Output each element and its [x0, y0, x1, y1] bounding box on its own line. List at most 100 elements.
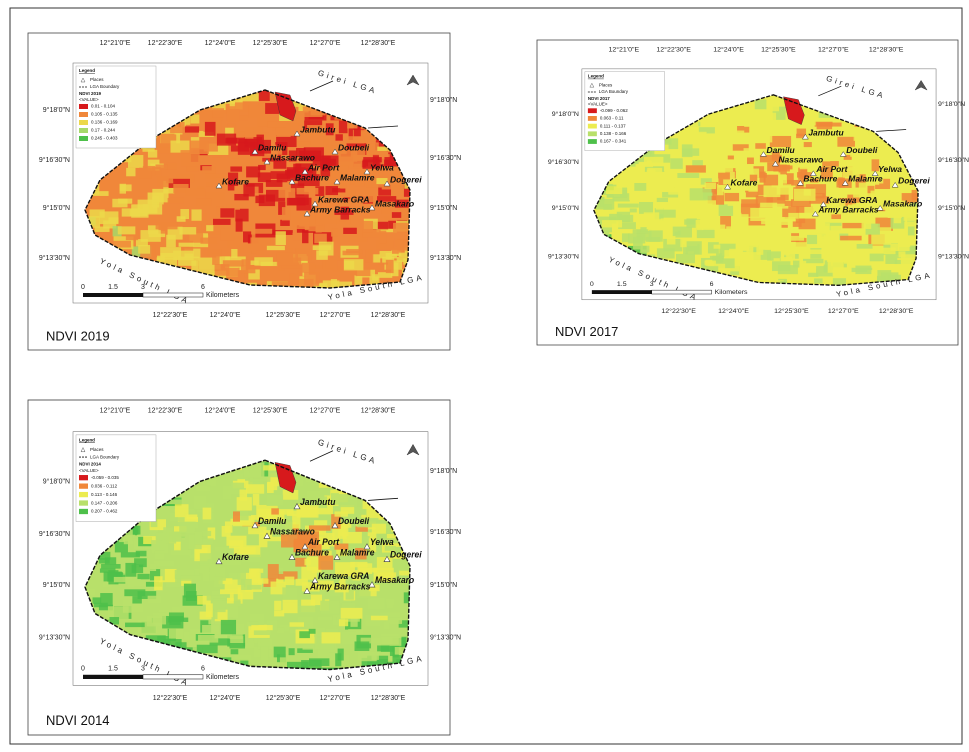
- ndvi-patch: [647, 170, 656, 178]
- ndvi-patch: [386, 602, 393, 609]
- ndvi-patch: [785, 201, 793, 206]
- place-label: Yelwa: [370, 537, 394, 547]
- ndvi-patch: [760, 131, 772, 143]
- ndvi-patch: [820, 123, 842, 127]
- ndvi-patch: [673, 227, 692, 238]
- ndvi-patch: [818, 236, 836, 243]
- x-coordinate-label: 12°21'0"E: [100, 405, 131, 414]
- ndvi-patch: [636, 168, 644, 176]
- y-coordinate-label: 9°15'0"N: [43, 580, 70, 589]
- ndvi-patch: [379, 231, 386, 244]
- ndvi-patch: [734, 213, 741, 220]
- legend-class-label: 0.063 - 0.11: [600, 116, 624, 121]
- ndvi-patch: [156, 222, 178, 229]
- ndvi-patch: [890, 244, 909, 251]
- place-label: Nassarawo: [778, 155, 823, 165]
- ndvi-patch: [255, 196, 264, 203]
- y-coordinate-label: 9°15'0"N: [43, 204, 70, 212]
- ndvi-patch: [786, 173, 794, 184]
- place-label: Yelwa: [878, 164, 902, 174]
- ndvi-patch: [295, 558, 306, 567]
- x-coordinate-label: 12°21'0"E: [100, 39, 131, 47]
- ndvi-patch: [831, 214, 841, 219]
- ndvi-patch: [217, 134, 236, 146]
- legend-swatch: [588, 116, 597, 121]
- legend-swatch: [79, 492, 88, 497]
- x-coordinate-label: 12°22'30"E: [153, 311, 188, 319]
- ndvi-patch: [692, 160, 703, 165]
- legend-class-label: 0.01 - 0.104: [91, 104, 116, 109]
- ndvi-patch: [705, 182, 716, 189]
- map-panel: 12°21'0"E12°22'30"E12°24'0"E12°25'30"E12…: [28, 400, 461, 735]
- ndvi-patch: [196, 485, 210, 491]
- x-coordinate-label: 12°22'30"E: [148, 405, 183, 414]
- place-label: Karewa GRA: [318, 194, 370, 204]
- ndvi-patch: [185, 188, 205, 196]
- ndvi-patch: [154, 576, 163, 590]
- legend-class-label: 0.147 - 0.206: [91, 500, 118, 505]
- ndvi-patch: [206, 182, 214, 186]
- ndvi-patch: [807, 235, 817, 244]
- place-label: Kofare: [222, 176, 249, 186]
- ndvi-patch: [842, 223, 863, 228]
- ndvi-patch: [212, 108, 224, 118]
- ndvi-patch: [340, 183, 347, 189]
- x-coordinate-label: 12°24'0"E: [205, 39, 236, 47]
- ndvi-patch: [756, 243, 763, 255]
- panel-caption: NDVI 2014: [46, 713, 110, 728]
- place-label: Karewa GRA: [826, 195, 877, 205]
- ndvi-patch: [246, 484, 264, 493]
- ndvi-patch: [101, 564, 121, 569]
- ndvi-patch: [184, 584, 196, 598]
- x-coordinate-label: 12°27'0"E: [818, 46, 849, 54]
- ndvi-patch: [243, 231, 251, 242]
- ndvi-patch: [686, 241, 702, 254]
- ndvi-patch: [731, 131, 745, 144]
- place-label: Jambutu: [300, 124, 336, 134]
- ndvi-patch: [163, 532, 182, 542]
- ndvi-patch: [322, 632, 341, 643]
- y-coordinate-label: 9°18'0"N: [430, 466, 457, 475]
- x-coordinate-label: 12°27'0"E: [310, 405, 341, 414]
- ndvi-patch: [168, 198, 185, 203]
- scale-label: 3: [141, 284, 145, 291]
- ndvi-patch: [879, 152, 896, 159]
- ndvi-patch: [793, 221, 802, 226]
- ndvi-patch: [377, 645, 389, 651]
- x-coordinate-label: 12°28'30"E: [879, 307, 914, 315]
- ndvi-patch: [138, 245, 150, 254]
- ndvi-patch: [320, 601, 339, 614]
- ndvi-patch: [859, 183, 867, 190]
- ndvi-patch: [372, 524, 386, 534]
- place-label: Air Port: [815, 164, 848, 174]
- ndvi-patch: [197, 645, 218, 653]
- y-coordinate-label: 9°13'30"N: [430, 633, 461, 642]
- ndvi-patch: [274, 647, 286, 658]
- y-coordinate-label: 9°16'30"N: [39, 529, 70, 538]
- ndvi-patch: [767, 225, 781, 235]
- x-coordinate-label: 12°25'30"E: [774, 307, 809, 315]
- legend-class-label: 0.105 - 0.135: [91, 112, 118, 117]
- ndvi-patch: [177, 216, 186, 222]
- ndvi-patch: [191, 209, 201, 220]
- scale-label: 3: [141, 663, 145, 672]
- ndvi-patch: [313, 245, 332, 250]
- x-coordinate-label: 12°24'0"E: [713, 46, 744, 54]
- x-coordinate-label: 12°22'30"E: [153, 693, 188, 702]
- y-coordinate-label: 9°16'30"N: [39, 156, 70, 164]
- ndvi-patch: [277, 628, 284, 634]
- x-coordinate-label: 12°28'30"E: [361, 405, 396, 414]
- panel-caption: NDVI 2019: [46, 328, 110, 343]
- ndvi-patch: [706, 200, 716, 213]
- ndvi-patch: [302, 263, 316, 273]
- ndvi-patch: [127, 579, 140, 587]
- y-coordinate-label: 9°15'0"N: [938, 204, 965, 212]
- ndvi-patch: [314, 520, 327, 525]
- ndvi-patch: [606, 186, 622, 194]
- ndvi-patch: [125, 623, 145, 628]
- y-coordinate-label: 9°18'0"N: [552, 110, 579, 118]
- ndvi-patch: [274, 601, 281, 610]
- scale-bar: [143, 675, 203, 679]
- ndvi-patch: [202, 625, 220, 635]
- ndvi-patch: [186, 166, 199, 171]
